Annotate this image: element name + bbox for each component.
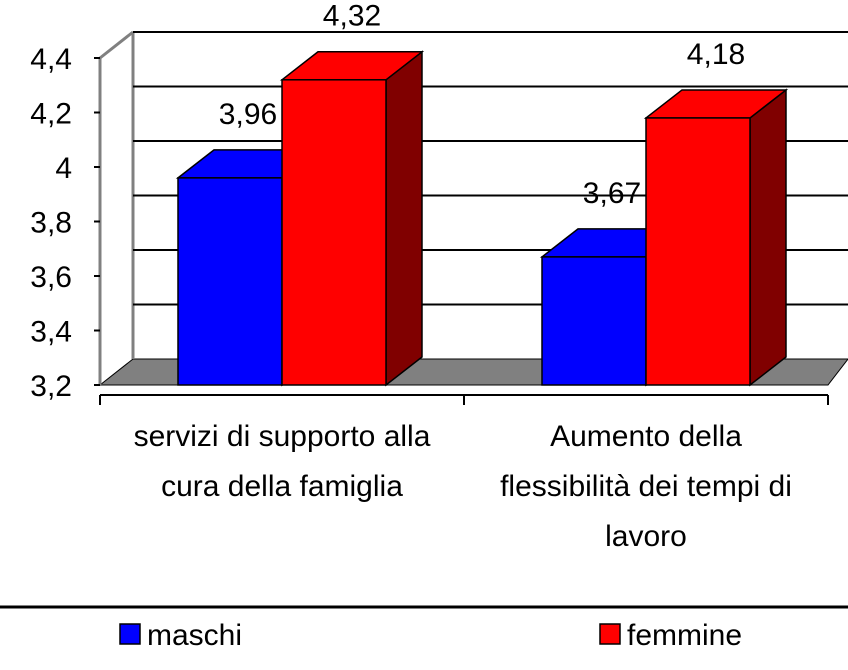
bar (645, 117, 751, 386)
legend-label: maschi (147, 619, 242, 652)
bar-side (749, 88, 787, 387)
value-label: 4,32 (323, 0, 381, 33)
y-tick-label: 3,2 (30, 370, 72, 403)
x-tick-label: servizi di supporto alla cura della fami… (133, 420, 431, 503)
bar (541, 256, 647, 386)
legend-swatch (599, 623, 621, 645)
value-label: 3,96 (219, 98, 277, 131)
y-tick-label: 4,2 (30, 97, 72, 130)
y-tick-label: 3,8 (30, 206, 72, 239)
y-tick-label: 3,6 (30, 261, 72, 294)
bar-side (385, 50, 423, 387)
legend-swatch (119, 623, 141, 645)
y-tick-label: 3,4 (30, 315, 72, 348)
bar (177, 177, 283, 386)
value-label: 3,67 (583, 177, 641, 210)
y-tick-label: 4 (55, 152, 72, 185)
x-tick-label: Aumento della flessibilità dei tempi di … (500, 420, 792, 553)
y-tick-label: 4,4 (30, 43, 72, 76)
wall-edge (99, 30, 134, 60)
legend-label: femmine (627, 619, 742, 652)
bar (281, 79, 387, 386)
value-label: 4,18 (687, 38, 745, 71)
